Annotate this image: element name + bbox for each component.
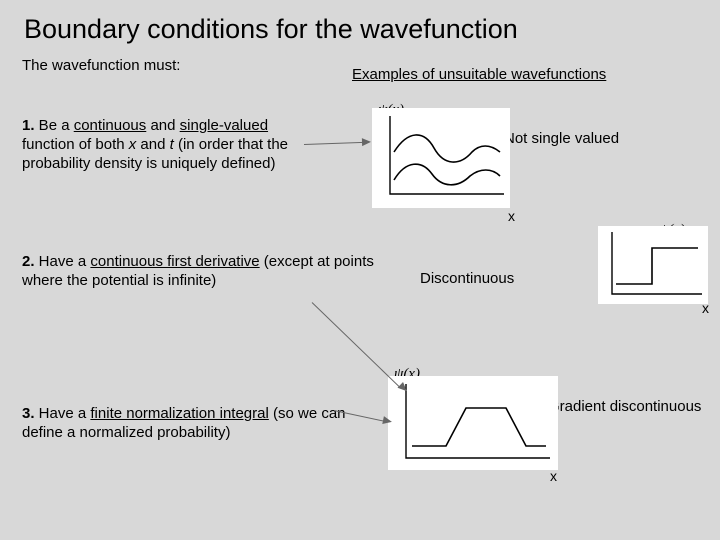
rule-2-num: 2. (22, 253, 35, 270)
plot-3-svg (388, 376, 558, 470)
rule-1-text: Be a (35, 117, 74, 134)
plot-not-single-valued (372, 108, 510, 208)
plot-gradient-discontinuous (388, 376, 558, 470)
rule-3-underline: finite normalization integral (90, 405, 268, 422)
plot-2-svg (598, 226, 708, 304)
rule-2: 2. Have a continuous first derivative (e… (22, 252, 382, 290)
rule-1-num: 1. (22, 117, 35, 134)
rule-1-underline-2: single-valued (180, 117, 268, 134)
plot-1-svg (372, 108, 510, 208)
x-axis-label-1: x (508, 208, 515, 224)
note-gradient-discontinuous: Gradient discontinuous (548, 398, 701, 415)
note-not-single-valued: Not single valued (504, 130, 619, 147)
rule-1: 1. Be a continuous and single-valued fun… (22, 116, 302, 174)
x-axis-label-3: x (550, 468, 557, 484)
plot-discontinuous (598, 226, 708, 304)
rule-2-underline: continuous first derivative (90, 253, 259, 270)
rule-3-num: 3. (22, 405, 35, 422)
rule-1-underline-1: continuous (74, 117, 147, 134)
page-title: Boundary conditions for the wavefunction (0, 0, 720, 53)
rule-3: 3. Have a finite normalization integral … (22, 404, 352, 442)
note-discontinuous: Discontinuous (420, 270, 514, 287)
examples-heading: Examples of unsuitable wavefunctions (352, 66, 606, 83)
